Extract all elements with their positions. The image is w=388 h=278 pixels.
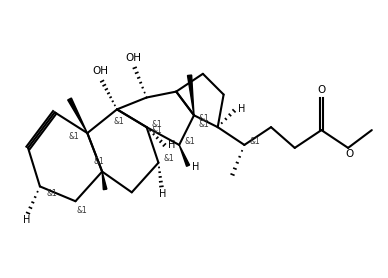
Text: H: H [159, 189, 166, 199]
Text: H: H [238, 104, 245, 114]
Text: OH: OH [125, 53, 141, 63]
Text: H: H [23, 215, 30, 225]
Text: &1: &1 [76, 206, 87, 215]
Text: H: H [192, 162, 199, 172]
Text: &1: &1 [249, 137, 260, 147]
Text: &1: &1 [94, 157, 104, 166]
Polygon shape [68, 98, 87, 133]
Text: &1: &1 [113, 117, 124, 126]
Text: &1: &1 [152, 126, 162, 135]
Polygon shape [102, 172, 107, 190]
Text: &1: &1 [184, 137, 195, 147]
Text: H: H [168, 140, 175, 150]
Text: &1: &1 [163, 154, 174, 163]
Text: O: O [317, 85, 326, 95]
Text: &1: &1 [69, 131, 80, 141]
Polygon shape [187, 75, 194, 115]
Text: &1: &1 [47, 189, 57, 198]
Text: &1: &1 [152, 120, 162, 129]
Polygon shape [179, 145, 190, 166]
Text: OH: OH [93, 66, 109, 76]
Text: &1: &1 [199, 120, 210, 129]
Text: &1: &1 [199, 114, 210, 123]
Text: O: O [345, 149, 354, 159]
